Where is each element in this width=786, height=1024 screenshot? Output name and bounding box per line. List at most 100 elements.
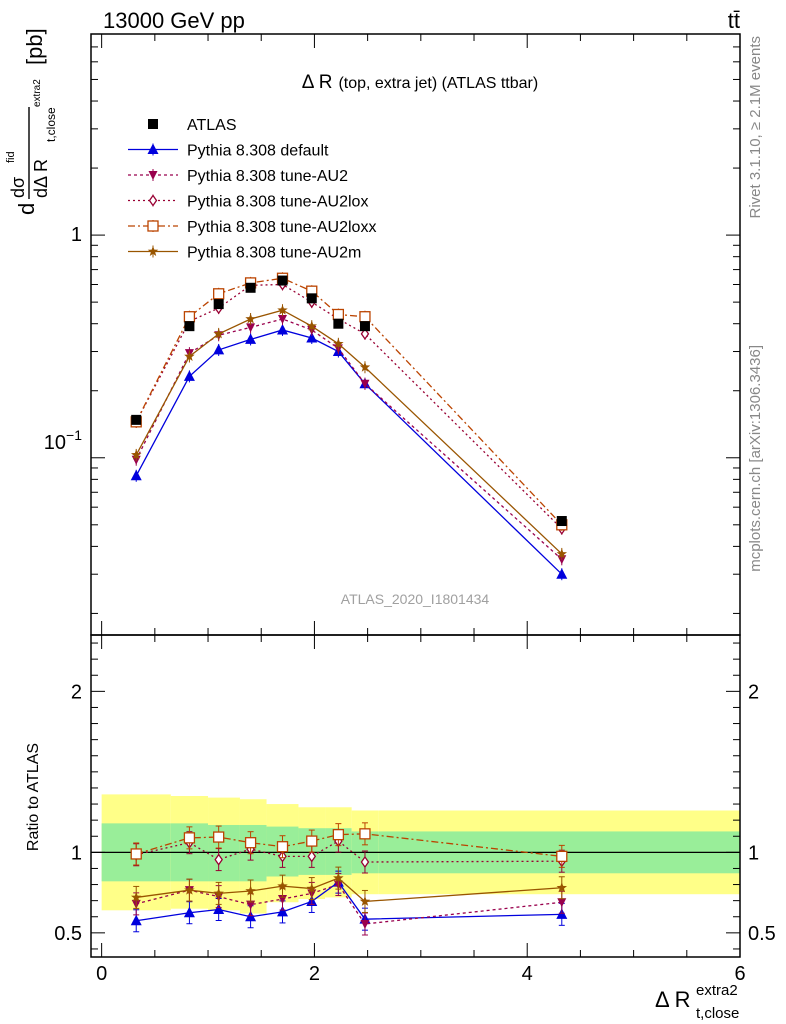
ratio-point-default-1 <box>183 906 195 918</box>
rivet-version-label: Rivet 3.1.10, ≥ 2.1M events <box>747 36 764 219</box>
legend-label-ATLAS: ATLAS <box>187 117 237 134</box>
ratio-point-AU2-8 <box>557 898 567 908</box>
ratio-point-AU2loxx-5 <box>306 835 318 847</box>
point-ATLAS-0 <box>131 414 142 425</box>
point-AU2m-0 <box>130 449 142 460</box>
ratio-point-AU2m-0 <box>130 891 142 902</box>
ratio-point-AU2lox-5 <box>307 850 317 863</box>
axis-ticks <box>91 33 741 957</box>
point-AU2m-5 <box>306 320 317 331</box>
plot-title-main: Δ R <box>302 72 333 93</box>
plot-title-sub: (top, extra jet) (ATLAS ttbar) <box>338 75 538 92</box>
series-line-AU2lox <box>135 283 563 530</box>
legend-marker-AU2m <box>147 246 159 256</box>
series-line-AU2loxx <box>135 277 563 526</box>
point-AU2-7 <box>360 379 370 389</box>
point-AU2m-6 <box>333 338 344 349</box>
main-ylabel: d dσ fid dΔ R t,close extra2 [pb] <box>5 28 58 215</box>
ratio-point-AU2m-7 <box>359 895 371 906</box>
ratio-point-AU2loxx-7 <box>359 828 371 840</box>
legend-marker-AU2lox <box>148 194 158 207</box>
series-AU2loxx <box>130 272 568 531</box>
xtick-label-2: 2 <box>309 963 320 985</box>
ratio-line-AU2lox <box>136 840 562 863</box>
point-default-1 <box>183 370 195 381</box>
main-ytick-label-0.1: 10−1 <box>44 427 82 454</box>
ratio-point-AU2m-5 <box>306 883 317 894</box>
legend-entry-ATLAS: ATLAS <box>148 117 237 134</box>
ratio-point-AU2loxx-8 <box>556 850 568 863</box>
ratio-point-AU2loxx-2 <box>213 831 225 843</box>
xtick-label-0: 0 <box>96 963 107 985</box>
ratio-ytick-left-2: 2 <box>71 681 82 703</box>
ratio-point-AU2loxx-4 <box>276 841 289 853</box>
ratio-plot-frame <box>90 634 741 958</box>
ratio-ytick-left-1: 1 <box>71 842 82 864</box>
xlabel-sub: t,close <box>696 1005 739 1022</box>
point-default-3 <box>245 333 257 344</box>
point-AU2m-3 <box>245 313 256 324</box>
legend-label-AU2lox: Pythia 8.308 tune-AU2lox <box>187 194 368 211</box>
series-line-AU2m <box>135 309 563 555</box>
ratio-point-AU2lox-2 <box>214 853 223 866</box>
xtick-label-6: 6 <box>734 963 745 985</box>
series-line-AU2 <box>135 318 563 560</box>
ylabel-dDR: dΔ R <box>31 159 51 198</box>
ratio-point-AU2lox-7 <box>360 855 370 869</box>
legend-entry-AU2m: Pythia 8.308 tune-AU2m <box>128 245 361 262</box>
ratio-ytick-labels: 0.5 0.5 1 1 2 2 <box>54 681 776 945</box>
main-ytick-label-1: 1 <box>71 224 82 246</box>
point-AU2m-8 <box>556 548 568 559</box>
process-label: tt̄ <box>728 8 740 33</box>
legend-entry-AU2: Pythia 8.308 tune-AU2 <box>128 168 348 185</box>
main-plot-series <box>130 272 568 581</box>
ratio-point-AU2loxx-6 <box>332 828 345 841</box>
ratio-ytick-right-2: 2 <box>748 681 759 703</box>
point-AU2m-1 <box>184 350 195 361</box>
legend-label-default: Pythia 8.308 default <box>187 143 329 160</box>
ratio-point-default-2 <box>213 903 225 915</box>
point-ATLAS-1 <box>184 321 195 332</box>
ratio-uncertainty-bands <box>101 794 740 914</box>
point-ATLAS-6 <box>333 318 344 329</box>
ratio-point-AU2-7 <box>360 919 370 929</box>
ylabel-d: d <box>14 203 39 215</box>
ratio-point-AU2m-1 <box>184 884 195 895</box>
ratio-point-AU2-3 <box>246 900 256 910</box>
point-default-8 <box>556 568 568 579</box>
xtick-labels: 0 2 4 6 <box>96 963 745 985</box>
point-AU2loxx-2 <box>213 288 225 300</box>
point-AU2loxx-6 <box>332 308 345 321</box>
legend-entry-AU2lox: Pythia 8.308 tune-AU2lox <box>128 194 368 211</box>
analysis-id-label: ATLAS_2020_I1801434 <box>341 591 490 607</box>
series-ATLAS <box>131 275 567 527</box>
point-AU2-4 <box>278 314 288 324</box>
legend: ATLAS Pythia 8.308 default Pythia 8.308 tu… <box>128 117 376 262</box>
ratio-point-AU2m-3 <box>245 885 256 896</box>
point-default-0 <box>130 469 142 481</box>
ratio-point-AU2loxx-3 <box>244 837 257 849</box>
ratio-point-default-0 <box>130 914 142 926</box>
point-AU2lox-7 <box>360 327 370 341</box>
point-default-2 <box>213 343 225 355</box>
ratio-ytick-right-0.5: 0.5 <box>748 923 776 945</box>
xlabel-main: Δ R <box>655 987 690 1012</box>
point-AU2loxx-1 <box>183 311 196 323</box>
legend-marker-AU2loxx <box>147 220 159 232</box>
point-ATLAS-8 <box>556 516 567 527</box>
ylabel-sup: extra2 <box>32 79 43 107</box>
legend-entry-AU2loxx: Pythia 8.308 tune-AU2loxx <box>128 219 376 236</box>
series-AU2m <box>130 304 568 560</box>
point-AU2m-2 <box>213 328 224 339</box>
point-ATLAS-2 <box>213 299 224 310</box>
ylabel-sub: t,close <box>44 107 58 142</box>
ratio-plot-series <box>130 822 568 936</box>
legend-label-AU2: Pythia 8.308 tune-AU2 <box>187 168 348 185</box>
point-AU2-3 <box>246 323 256 333</box>
series-line-default <box>135 329 563 575</box>
ratio-series-AU2m <box>130 866 568 913</box>
point-AU2m-4 <box>277 304 288 315</box>
legend-entry-default: Pythia 8.308 default <box>128 143 329 160</box>
xtick-label-4: 4 <box>522 963 533 985</box>
